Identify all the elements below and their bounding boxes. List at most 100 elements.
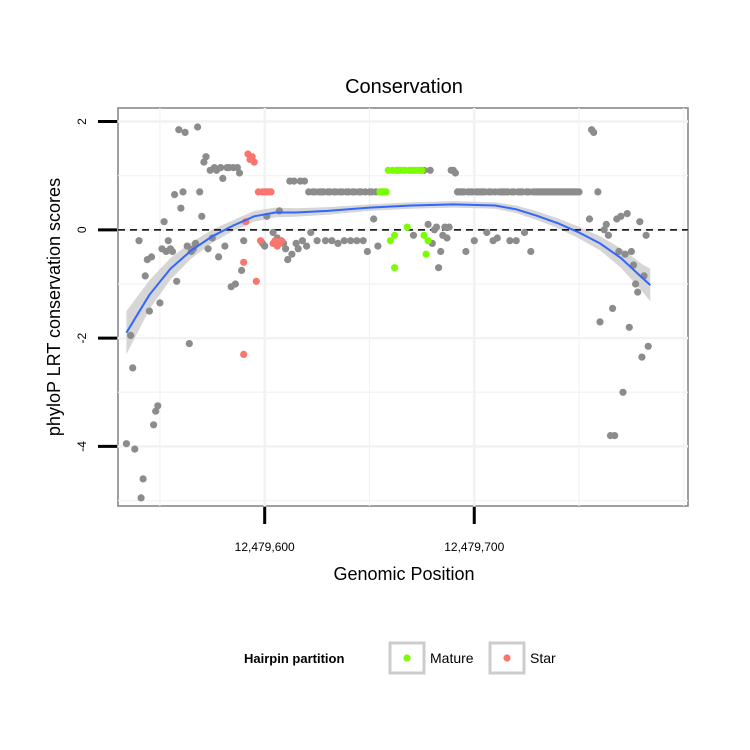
data-point-other (202, 153, 210, 161)
data-point-other (347, 237, 355, 245)
data-point-mature (422, 250, 430, 258)
data-point-other (231, 280, 239, 288)
smooth-trend-path (125, 203, 651, 334)
data-point-other (432, 223, 441, 231)
data-point-other (615, 247, 623, 256)
data-point-other (611, 432, 619, 440)
data-point-other (638, 353, 646, 361)
legend-label-star: Star (530, 650, 556, 666)
data-point-star (240, 350, 248, 358)
data-point-other (290, 177, 298, 185)
data-point-star (248, 153, 256, 161)
data-point-other (493, 234, 501, 242)
data-point-other (644, 342, 652, 350)
data-point-other (334, 239, 342, 247)
smooth-trend-line (125, 203, 651, 334)
data-point-other (181, 128, 189, 136)
data-point-other (154, 402, 162, 410)
data-point-other (512, 237, 520, 245)
data-point-mature (391, 231, 399, 239)
data-point-other (139, 475, 147, 483)
y-tick-label: 0 (75, 226, 89, 233)
data-point-other (198, 212, 206, 220)
data-point-other (627, 247, 636, 256)
data-point-mature (420, 231, 428, 239)
data-point-other (150, 421, 158, 429)
data-point-other (451, 169, 459, 177)
y-tick-label: -4 (75, 441, 89, 452)
x-axis-label: Genomic Position (333, 564, 474, 584)
data-point-other (141, 272, 149, 280)
data-point-other (426, 166, 434, 174)
data-point-other (359, 237, 367, 245)
data-point-other (168, 247, 177, 256)
data-point-other (171, 191, 179, 199)
data-point-other (300, 177, 309, 185)
data-point-other (520, 228, 529, 237)
data-point-other (233, 164, 241, 172)
data-point-mature (382, 188, 390, 196)
data-point-other (307, 228, 315, 237)
data-point-other (298, 237, 306, 245)
data-point-other (409, 231, 418, 239)
data-point-other (238, 266, 246, 274)
data-point-other (240, 237, 248, 245)
data-point-other (585, 215, 594, 223)
data-point-other (596, 318, 604, 326)
data-point-star (277, 237, 286, 245)
data-point-other (642, 231, 650, 239)
data-point-other (321, 237, 330, 245)
data-point-other (137, 494, 145, 502)
data-point-other (435, 264, 443, 272)
data-point-other (221, 242, 229, 250)
legend-swatch-mature (403, 654, 411, 662)
data-point-other (328, 237, 336, 245)
data-point-other (443, 234, 451, 242)
data-point-other (445, 223, 453, 231)
data-point-other (261, 242, 269, 250)
data-point-other (313, 237, 321, 245)
data-point-other (634, 288, 642, 296)
data-point-mature (386, 237, 394, 245)
data-point-star (250, 158, 258, 166)
data-point-other (424, 220, 432, 228)
legend-swatch-star (503, 654, 511, 662)
data-point-other (483, 228, 491, 237)
data-point-other (160, 218, 168, 226)
data-point-other (284, 256, 292, 264)
data-point-other (183, 242, 191, 250)
data-points (122, 123, 652, 502)
data-point-other (215, 253, 223, 261)
data-point-other (575, 188, 583, 196)
data-point-other (527, 247, 535, 256)
y-tick-label: 2 (75, 118, 89, 125)
data-point-other (156, 299, 164, 307)
data-point-mature (403, 223, 411, 231)
data-point-other (374, 242, 382, 250)
data-point-mature (424, 237, 432, 245)
data-point-other (145, 307, 153, 315)
data-point-other (175, 126, 183, 134)
legend-item-mature: Mature (388, 641, 474, 675)
data-point-other (632, 280, 640, 288)
legend-label-mature: Mature (430, 650, 474, 666)
data-point-other (219, 174, 227, 182)
data-point-other (437, 247, 445, 256)
data-point-star (267, 188, 275, 196)
data-point-other (196, 188, 204, 196)
data-point-other (217, 164, 225, 172)
legend-item-star: Star (488, 641, 556, 675)
data-point-other (617, 212, 625, 220)
data-point-other (590, 128, 598, 136)
data-point-other (235, 169, 244, 177)
data-point-other (363, 247, 371, 256)
data-point-other (470, 237, 478, 245)
legend-title: Hairpin partition (244, 651, 344, 666)
data-point-other (303, 242, 311, 250)
data-point-other (604, 231, 613, 239)
data-point-other (462, 247, 470, 256)
data-point-mature (391, 264, 399, 272)
data-point-other (619, 388, 627, 396)
data-point-other (353, 237, 361, 245)
